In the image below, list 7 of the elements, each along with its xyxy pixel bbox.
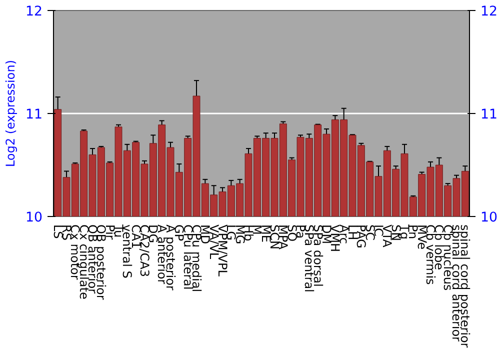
y-axis-title: Log2 (expression) — [4, 60, 18, 167]
y-tick-label: 12 — [26, 4, 43, 20]
y2-tick-label: 12 — [480, 4, 498, 20]
y2-tick-label: 11 — [480, 108, 498, 122]
y2-tick-label: 10 — [480, 210, 498, 226]
y-tick-label: 10 — [26, 210, 43, 226]
y-tick-label: 11 — [26, 108, 43, 122]
